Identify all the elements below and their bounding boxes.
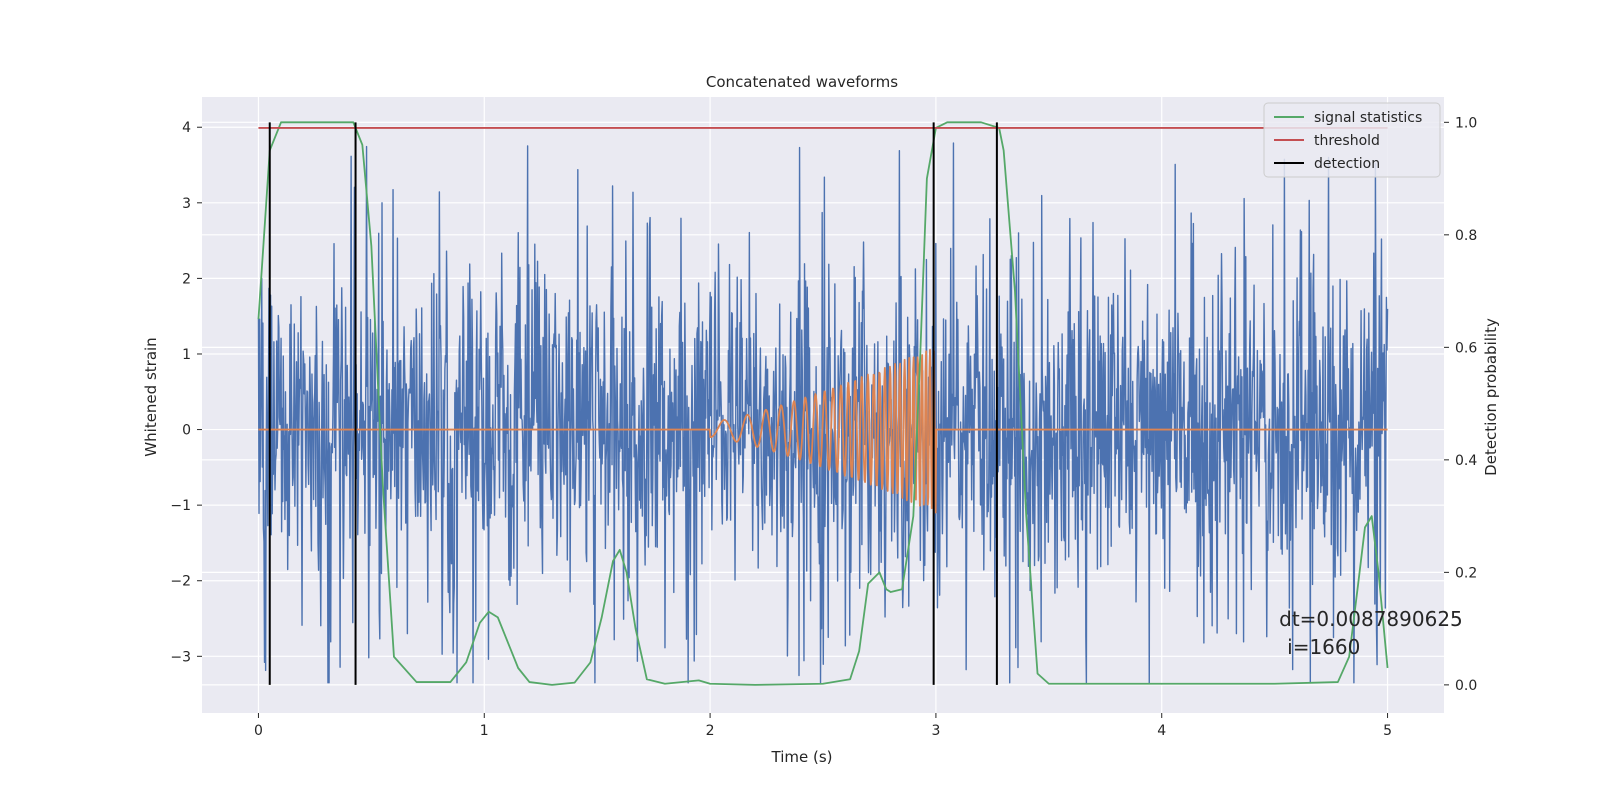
x-tick-label: 2 [706,723,715,739]
axes: 0 1 2 3 4 5 −3 −2 −1 0 1 2 3 4 0.0 0.2 0.4 0.6 0.8 1.0 [170,115,1477,739]
x-tick-label: 3 [931,723,940,739]
y2-axis-label: Detection probability [1482,318,1500,476]
y-tick-label: 2 [182,271,191,287]
chart-title: Concatenated waveforms [706,73,898,91]
legend-box [1263,102,1441,178]
series-injected-signal-line [258,348,1388,514]
y2-tick-label: 0.4 [1455,453,1477,469]
x-tick-label: 5 [1383,723,1392,739]
y-tick-label: 4 [182,120,191,136]
annotation-text: dt=0.0087890625 i=1660 [1279,607,1463,659]
annotation-line: dt=0.0087890625 [1279,607,1463,631]
annotation: dt=0.0087890625 i=1660 [1279,607,1463,659]
y2-tick-label: 0.6 [1455,340,1477,356]
x-axis-label: Time (s) [771,748,833,766]
y-tick-label: 3 [182,196,191,212]
y-tick-label: 0 [182,423,191,439]
y-axis-label: Whitened strain [142,337,160,456]
y-tick-label: −3 [170,649,191,665]
x-tick-label: 1 [480,723,489,739]
legend-label: threshold [1314,133,1380,149]
series-signal-statistics-line [257,121,1389,686]
plot-clip-group [257,121,1389,686]
y-tick-label: 1 [182,347,191,363]
legend-label: signal statistics [1314,110,1422,126]
x-tick-label: 4 [1157,723,1166,739]
annotation-line: i=1660 [1287,635,1360,659]
y2-tick-label: 1.0 [1455,115,1477,131]
series-strain-line [257,142,1389,684]
y2-tick-label: 0.2 [1455,565,1477,581]
x-tick-label: 0 [254,723,263,739]
legend-label: detection [1314,156,1380,172]
y2-tick-label: 0.0 [1455,678,1477,694]
series-layer [257,121,1389,686]
y2-tick-label: 0.8 [1455,228,1477,244]
y-tick-label: −2 [170,574,191,590]
y-tick-label: −1 [170,498,191,514]
legend: signal statistics threshold detection [1263,102,1441,178]
